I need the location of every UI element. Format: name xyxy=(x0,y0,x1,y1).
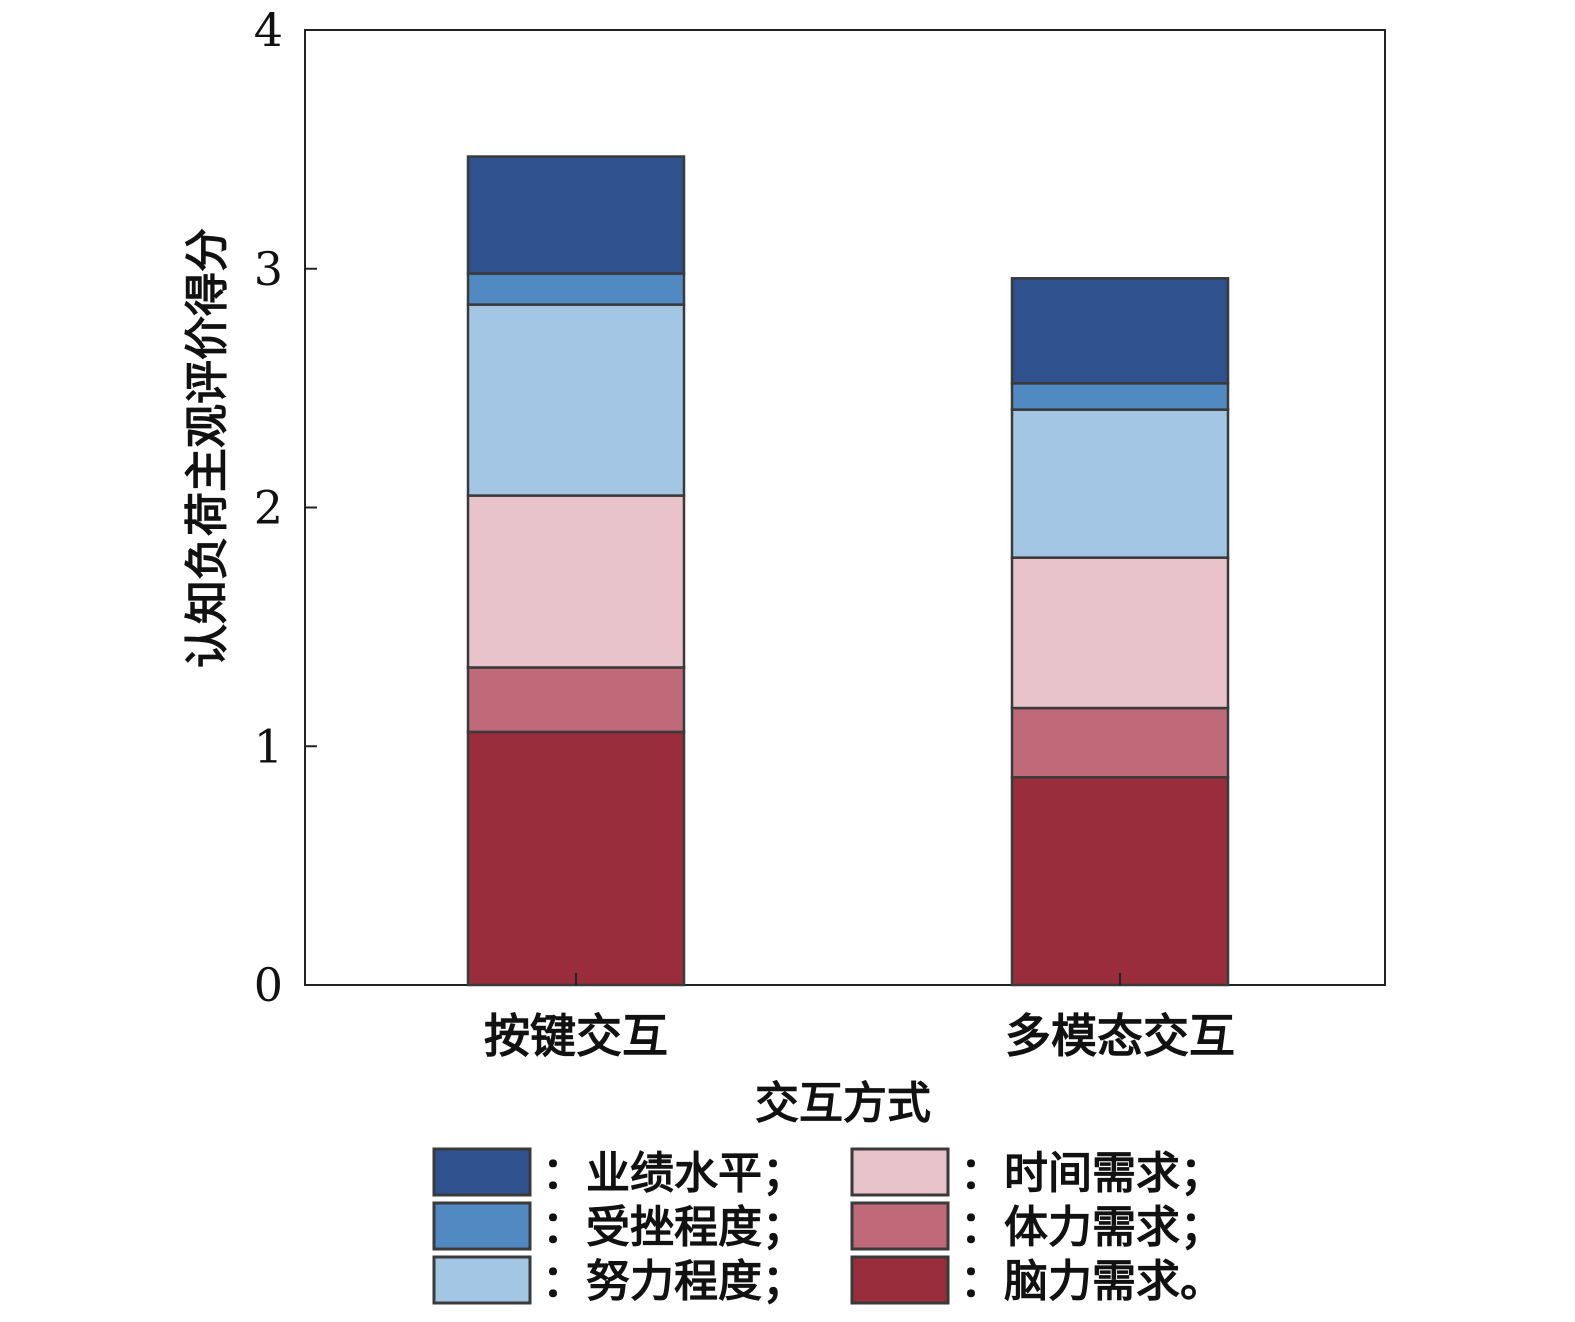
y-tick-label-5: 4 xyxy=(254,3,283,57)
legend-swatch-5 xyxy=(432,1255,532,1305)
legend-swatch-2 xyxy=(850,1147,950,1197)
y-tick-label-4: 3 xyxy=(254,242,283,296)
legend-label-6: ：脑力需求。 xyxy=(960,1256,1224,1307)
legend-swatch-1 xyxy=(432,1147,532,1197)
bar-segment-1-2 xyxy=(466,666,686,734)
x-axis-title: 交互方式 xyxy=(755,1078,931,1129)
bar-segment-2-1 xyxy=(1010,776,1230,987)
legend-label-2: ：时间需求； xyxy=(960,1148,1224,1199)
bar-segment-1-6 xyxy=(466,155,686,275)
bar-segment-1-5 xyxy=(466,272,686,306)
bar-segment-2-4 xyxy=(1010,408,1230,559)
bar-segment-2-2 xyxy=(1010,706,1230,779)
x-tick-label-2: 多模态交互 xyxy=(1005,1009,1235,1063)
legend-swatch-3 xyxy=(432,1201,532,1251)
y-tick-label-3: 2 xyxy=(254,481,283,535)
legend-label-1: ：业绩水平； xyxy=(542,1148,806,1199)
legend: ：业绩水平； ：时间需求； ：受挫程度； ：体力需求； ：努力程度； ：脑力需求。 xyxy=(432,1147,1224,1307)
legend-label-4: ：体力需求； xyxy=(960,1202,1224,1253)
legend-swatch-6 xyxy=(850,1255,950,1305)
bar-segment-1-4 xyxy=(466,303,686,497)
bar-segment-2-5 xyxy=(1010,382,1230,411)
y-tick-label-2: 1 xyxy=(254,719,283,773)
bar-segment-2-6 xyxy=(1010,277,1230,385)
legend-swatch-4 xyxy=(850,1201,950,1251)
bar-segment-1-3 xyxy=(466,494,686,669)
legend-label-5: ：努力程度； xyxy=(542,1256,806,1307)
bar-segment-1-1 xyxy=(466,730,686,987)
y-tick-label-1: 0 xyxy=(254,958,283,1012)
x-tick-label-1: 按键交互 xyxy=(484,1009,668,1063)
bar-segment-2-3 xyxy=(1010,556,1230,710)
y-axis-title: 认知负荷主观评价得分 xyxy=(182,228,233,668)
legend-label-3: ：受挫程度； xyxy=(542,1202,806,1253)
